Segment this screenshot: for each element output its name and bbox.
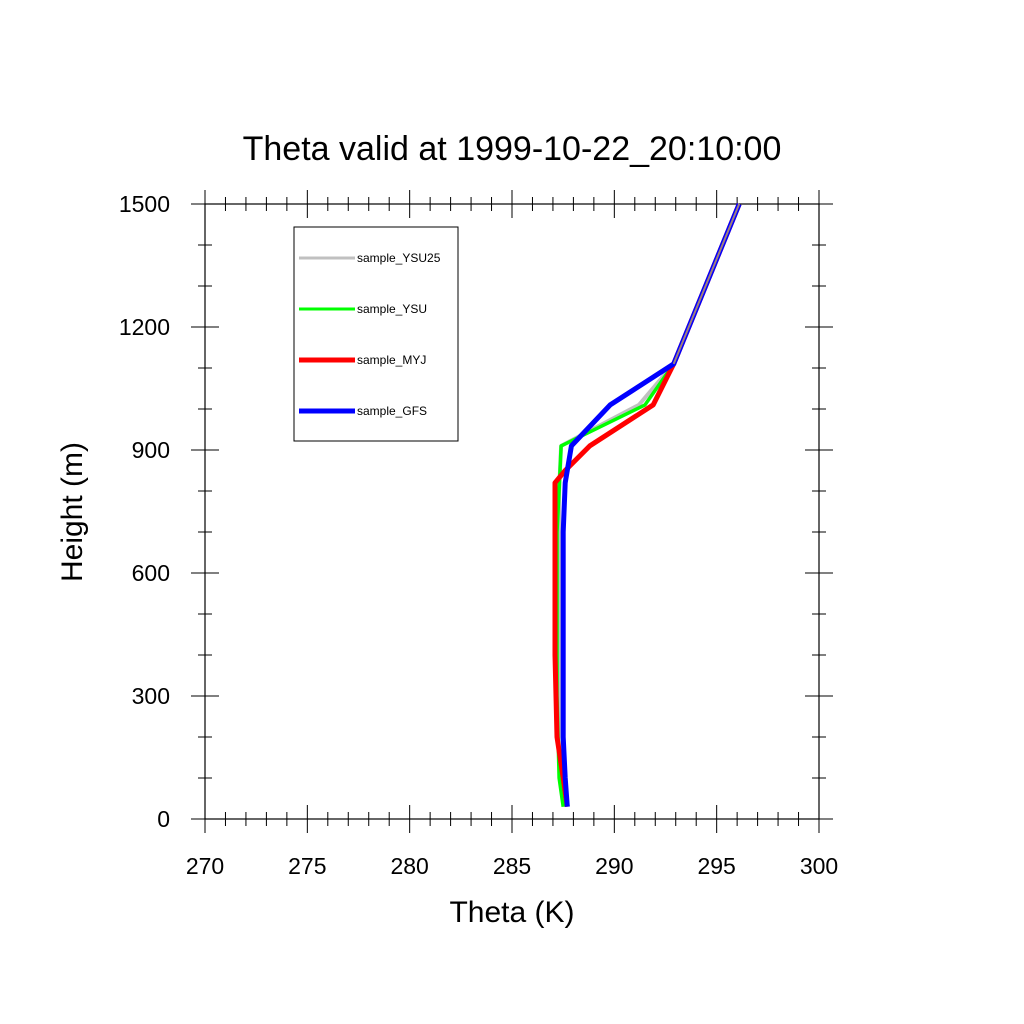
- series-line-sample-gfs: [560, 203, 742, 807]
- x-tick-label: 275: [288, 853, 326, 879]
- legend-box: [293, 226, 459, 442]
- legend-label: sample_GFS: [357, 404, 427, 418]
- y-tick-label: 900: [132, 437, 170, 463]
- y-tick-label: 1500: [119, 191, 170, 217]
- y-tick-label: 0: [157, 806, 170, 832]
- series-line-sample-myj: [552, 203, 742, 808]
- x-tick-label: 295: [697, 853, 735, 879]
- legend-label: sample_YSU: [357, 302, 427, 316]
- legend-label: sample_YSU25: [357, 251, 441, 265]
- chart-title: Theta valid at 1999-10-22_20:10:00: [243, 130, 782, 168]
- x-tick-label: 290: [595, 853, 633, 879]
- x-axis-label: Theta (K): [449, 896, 574, 929]
- plot-area: 270 275 280 285 290 295 300 0 300 600 900 1200 1500: [119, 190, 838, 879]
- x-tick-label: 285: [493, 853, 531, 879]
- y-axis-label: Height (m): [56, 442, 89, 582]
- y-tick-label: 300: [132, 683, 170, 709]
- legend-label: sample_MYJ: [357, 353, 426, 367]
- y-tick-label: 600: [132, 560, 170, 586]
- x-tick-label: 300: [800, 853, 838, 879]
- series-line-sample-ysu25: [557, 203, 742, 807]
- legend: sample_YSU25 sample_YSU sample_MYJ sample_G…: [293, 226, 459, 442]
- x-tick-label: 280: [390, 853, 428, 879]
- y-tick-label: 1200: [119, 314, 170, 340]
- series-overlay-line: [672, 203, 741, 365]
- series-line-sample-ysu: [555, 203, 741, 807]
- x-tick-label: 270: [186, 853, 224, 879]
